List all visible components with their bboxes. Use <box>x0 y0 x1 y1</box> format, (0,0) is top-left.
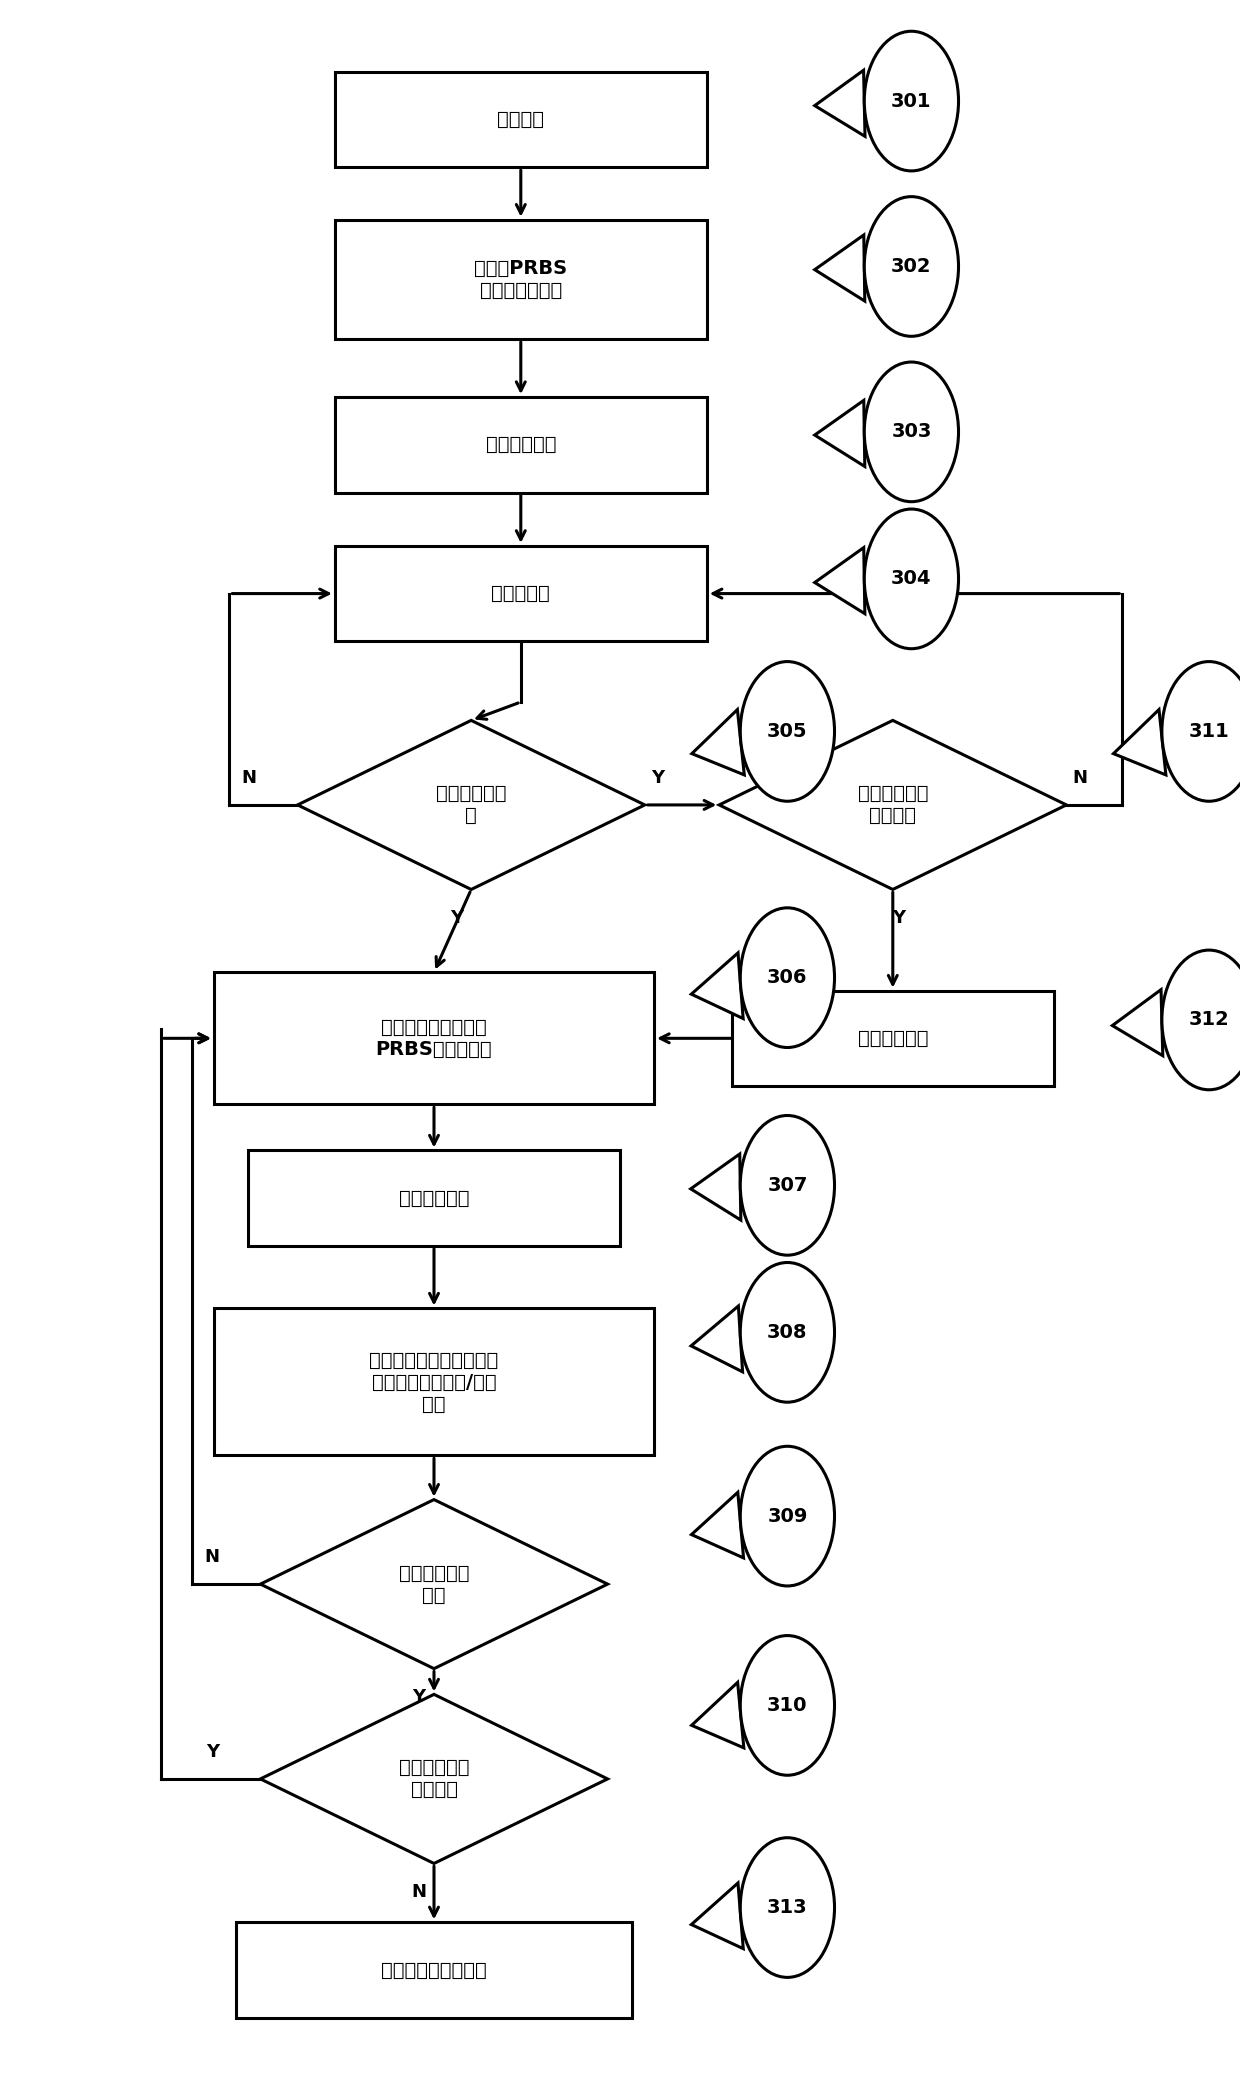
Polygon shape <box>815 400 864 467</box>
Text: 305: 305 <box>768 723 807 742</box>
Polygon shape <box>1114 710 1166 775</box>
Text: N: N <box>205 1548 219 1567</box>
Text: N: N <box>242 769 257 788</box>
Polygon shape <box>719 721 1066 890</box>
Circle shape <box>1162 662 1240 800</box>
Circle shape <box>864 197 959 337</box>
Text: Y: Y <box>450 909 463 926</box>
Polygon shape <box>692 710 744 775</box>
Text: 同步码提取: 同步码提取 <box>491 585 551 603</box>
Circle shape <box>740 1263 835 1402</box>
Text: 同步持续至测试结束: 同步持续至测试结束 <box>381 1961 487 1980</box>
Text: Y: Y <box>893 909 905 926</box>
Bar <box>213 972 655 1104</box>
Text: Y: Y <box>413 1689 425 1705</box>
Polygon shape <box>260 1695 608 1862</box>
Text: 连续三帧检验
是否正确: 连续三帧检验 是否正确 <box>858 784 928 825</box>
Circle shape <box>1162 951 1240 1089</box>
Polygon shape <box>815 71 866 136</box>
Bar <box>335 220 707 339</box>
Bar <box>335 71 707 168</box>
Bar <box>335 547 707 641</box>
Polygon shape <box>260 1500 608 1668</box>
Text: 302: 302 <box>892 258 931 277</box>
Circle shape <box>740 907 835 1048</box>
Text: 308: 308 <box>768 1322 807 1341</box>
Text: 连续三帧检验
是否异常: 连续三帧检验 是否异常 <box>399 1758 469 1800</box>
Bar <box>213 1309 655 1456</box>
Polygon shape <box>298 721 645 890</box>
Bar <box>335 396 707 492</box>
Polygon shape <box>692 1883 743 1948</box>
Text: 313: 313 <box>768 1898 807 1917</box>
Text: 307: 307 <box>768 1175 807 1194</box>
Circle shape <box>740 1837 835 1978</box>
Text: 311: 311 <box>1189 723 1229 742</box>
Circle shape <box>864 31 959 172</box>
Text: 数据处理单元开始运算，
结果和状态送控制/存储
单元: 数据处理单元开始运算， 结果和状态送控制/存储 单元 <box>370 1351 498 1414</box>
Text: 复位控制器对接收端
PRBS发生器复位: 复位控制器对接收端 PRBS发生器复位 <box>376 1018 492 1058</box>
Text: 301: 301 <box>892 92 931 111</box>
Text: 309: 309 <box>768 1506 807 1525</box>
Text: Y: Y <box>651 769 665 788</box>
Bar <box>732 991 1054 1085</box>
Polygon shape <box>692 953 743 1018</box>
Text: 304: 304 <box>892 570 931 589</box>
Text: 通道状态是否
正常: 通道状态是否 正常 <box>399 1563 469 1605</box>
Text: N: N <box>1073 769 1087 788</box>
Circle shape <box>740 1115 835 1255</box>
Circle shape <box>740 662 835 800</box>
Text: Y: Y <box>206 1743 219 1762</box>
Text: 失步状态锁定: 失步状态锁定 <box>486 436 556 455</box>
Text: 延迟一帧周期: 延迟一帧周期 <box>399 1188 469 1207</box>
Text: 303: 303 <box>892 423 931 442</box>
Circle shape <box>740 1636 835 1774</box>
Polygon shape <box>691 1154 740 1219</box>
Text: 设备上电: 设备上电 <box>497 109 544 130</box>
Polygon shape <box>692 1682 744 1747</box>
Polygon shape <box>815 547 864 614</box>
Polygon shape <box>691 1305 743 1372</box>
Bar <box>248 1150 620 1247</box>
Circle shape <box>864 362 959 501</box>
Text: 306: 306 <box>768 968 807 987</box>
Polygon shape <box>1112 989 1163 1056</box>
Polygon shape <box>815 235 864 302</box>
Circle shape <box>864 509 959 649</box>
Text: 发送端PRBS
发生器上电复位: 发送端PRBS 发生器上电复位 <box>474 260 568 300</box>
Text: N: N <box>412 1883 427 1900</box>
Circle shape <box>740 1446 835 1586</box>
Text: 同步状态锁定: 同步状态锁定 <box>858 1029 928 1048</box>
Text: 310: 310 <box>768 1697 807 1716</box>
Text: 312: 312 <box>1189 1010 1229 1029</box>
Bar <box>236 1923 632 2017</box>
Polygon shape <box>692 1492 744 1559</box>
Text: 同步码提取成
功: 同步码提取成 功 <box>436 784 506 825</box>
